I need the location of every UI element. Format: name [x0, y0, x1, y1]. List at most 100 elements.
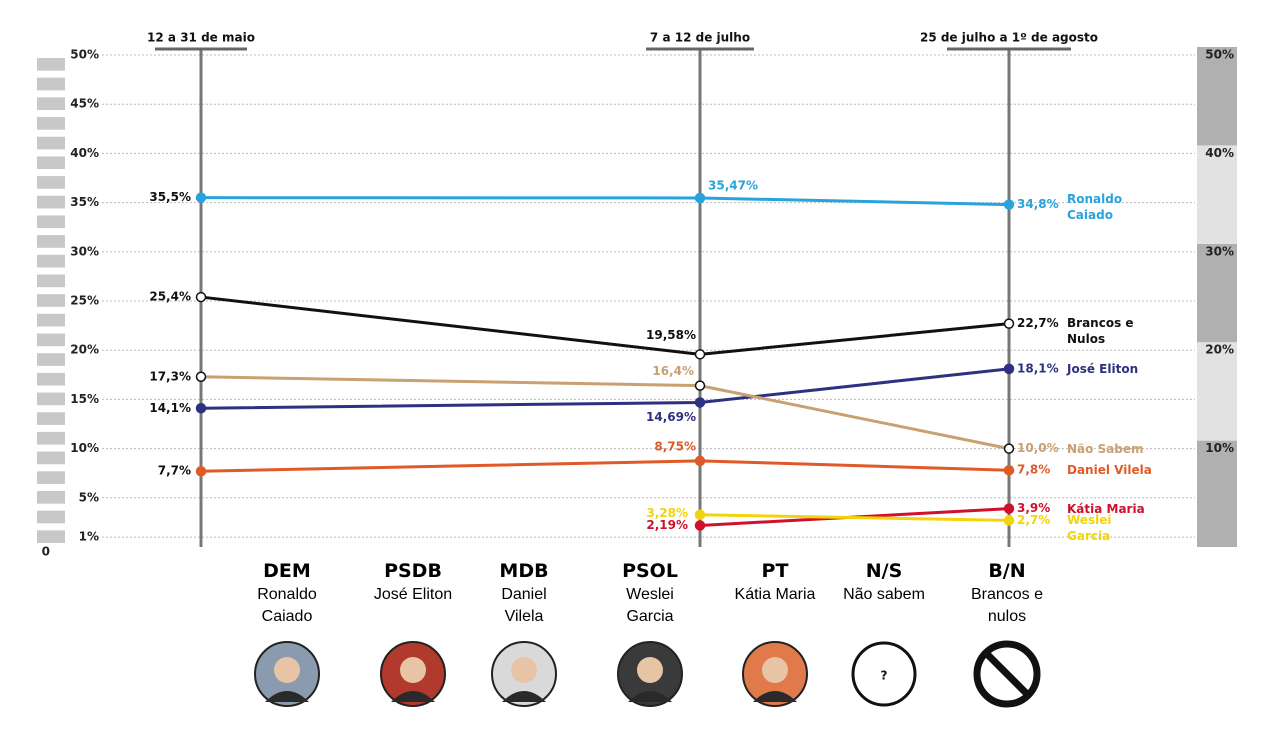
- y-tick-label: 5%: [79, 490, 99, 504]
- party: PSDB José Eliton: [358, 560, 468, 606]
- party: PT Kátia Maria: [720, 560, 830, 606]
- value-label: 22,7%: [1017, 316, 1059, 330]
- point: [1003, 199, 1015, 210]
- value-label: 14,1%: [149, 401, 191, 415]
- axis-stripe: [37, 77, 65, 91]
- y2-band: [1197, 47, 1237, 146]
- point: [195, 291, 207, 303]
- y-tick-label: 35%: [70, 195, 99, 209]
- point: [1003, 515, 1015, 526]
- date-label: 12 a 31 de maio: [147, 31, 255, 45]
- point: [195, 403, 207, 414]
- point: [694, 520, 706, 531]
- point: [195, 371, 207, 383]
- axis-stripe: [37, 431, 65, 445]
- value-label: 16,4%: [652, 364, 694, 378]
- point: [1003, 464, 1015, 476]
- value-label: 35,47%: [708, 178, 758, 192]
- party: B/N Brancos e nulos: [952, 560, 1062, 628]
- y2-band: [1197, 243, 1237, 343]
- y-tick-label: 30%: [70, 244, 99, 258]
- value-label: 17,3%: [149, 369, 191, 383]
- axis-stripe: [37, 254, 65, 268]
- value-label: 25,4%: [149, 290, 191, 304]
- photo-face: [274, 657, 300, 683]
- value-label: 3,28%: [646, 506, 688, 520]
- legend-label: Brancos e Nulos: [1067, 315, 1134, 346]
- y-tick-label: 1%: [79, 530, 99, 544]
- party: PSOL Weslei Garcia: [595, 560, 705, 628]
- axis-stripe: [37, 274, 65, 288]
- point: [1003, 363, 1015, 375]
- point: [1003, 318, 1015, 329]
- series-line: [200, 196, 1010, 207]
- series-line: [699, 513, 1010, 522]
- party-abbr: N/S: [865, 560, 903, 582]
- photo-face: [762, 657, 788, 683]
- value-label: 18,1%: [1017, 361, 1059, 375]
- date-label: 25 de julho a 1º de agosto: [920, 31, 1098, 45]
- party-name: Daniel Vilela: [501, 586, 547, 625]
- party: N/S Não sabem: [829, 560, 939, 606]
- value-label: 10,0%: [1017, 441, 1059, 455]
- value-label: 2,19%: [646, 518, 688, 532]
- y2-tick-label: 20%: [1205, 343, 1234, 357]
- point: [694, 380, 706, 391]
- axis-stripe: [37, 136, 65, 150]
- y2-tick-label: 10%: [1205, 441, 1234, 455]
- photo-body: [391, 691, 435, 702]
- value-label: 35,5%: [149, 190, 191, 204]
- axis-stripe: [37, 510, 65, 524]
- axis-stripe: [37, 294, 65, 307]
- photo-body: [753, 691, 797, 702]
- value-label: 7,8%: [1017, 463, 1050, 477]
- party-name: Não sabem: [843, 586, 925, 603]
- y-tick-label: 20%: [70, 343, 99, 357]
- party: MDB Daniel Vilela: [469, 560, 579, 628]
- value-label: 2,7%: [1017, 513, 1050, 527]
- photo-body: [628, 691, 672, 702]
- icon-glyph: ?: [881, 669, 888, 683]
- point: [694, 192, 706, 204]
- axis-stripe: [37, 58, 65, 71]
- y-tick-label: 25%: [70, 294, 99, 308]
- party-abbr: PT: [761, 560, 789, 582]
- icon: [973, 640, 1041, 708]
- point: [195, 465, 207, 477]
- axis-stripe: [37, 451, 65, 465]
- y-tick-label: 40%: [70, 146, 99, 160]
- party-abbr: B/N: [988, 560, 1026, 582]
- y-tick-label: 45%: [70, 97, 99, 111]
- y-tick-label: 50%: [70, 48, 99, 62]
- axis-stripe: [37, 117, 65, 130]
- legend-label: Weslei Garcia: [1067, 513, 1112, 544]
- value-label: 34,8%: [1017, 197, 1059, 211]
- axis-stripe: [37, 97, 65, 111]
- series-line: [200, 375, 1010, 451]
- series-line: [200, 295, 1010, 356]
- value-label: 3,9%: [1017, 501, 1050, 515]
- y2-band: [1197, 440, 1237, 547]
- axis-stripe: [37, 156, 65, 170]
- photo-body: [502, 691, 546, 702]
- axis-stripe: [37, 530, 65, 543]
- point: [694, 397, 706, 408]
- party: DEM Ronaldo Caiado: [232, 560, 342, 628]
- axis-stripe: [37, 392, 65, 406]
- y-tick-label: 10%: [70, 441, 99, 455]
- axis-stripe: [37, 235, 65, 248]
- y2-tick-label: 40%: [1205, 146, 1234, 160]
- icon: [851, 641, 917, 707]
- axis-stripe: [37, 471, 65, 484]
- y-tick-label: 0: [42, 545, 50, 559]
- party-name: Brancos e nulos: [970, 586, 1044, 625]
- photo-face: [400, 657, 426, 683]
- point: [694, 349, 706, 360]
- point: [1003, 443, 1015, 454]
- y2-band: [1197, 342, 1237, 441]
- photo-face: [637, 657, 663, 683]
- point: [195, 192, 207, 203]
- axis-stripe: [37, 195, 65, 209]
- point: [694, 455, 706, 467]
